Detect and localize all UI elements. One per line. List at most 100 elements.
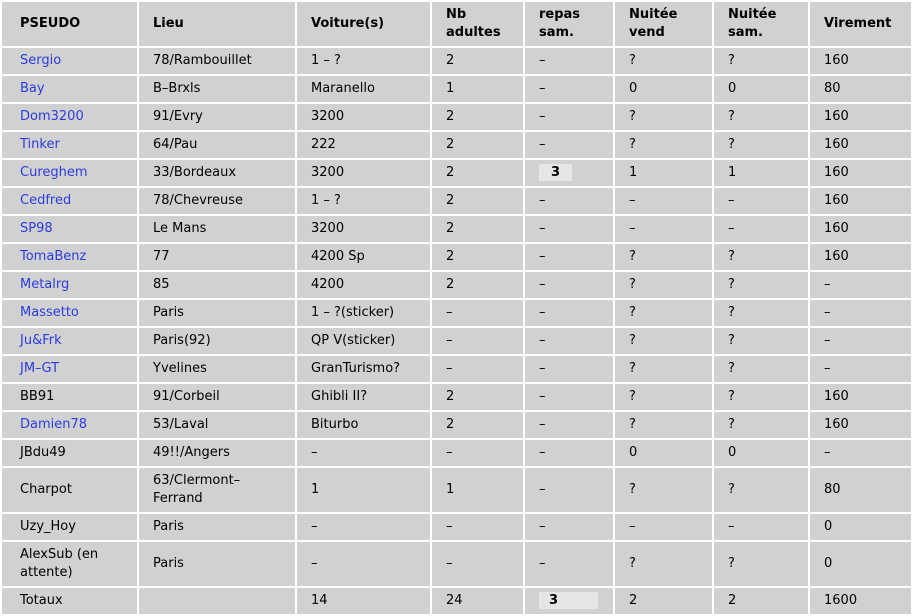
- cell-virement: 160: [810, 160, 911, 186]
- cell-voitures: QP V(sticker): [297, 328, 430, 354]
- cell-pseudo: Sergio: [2, 48, 137, 74]
- cell-pseudo: Ju&Frk: [2, 328, 137, 354]
- cell-nb_adultes: 2: [432, 188, 523, 214]
- cell-nb_adultes: 2: [432, 384, 523, 410]
- cell-lieu: Le Mans: [139, 216, 295, 242]
- cell-nuitee_sam: ?: [714, 104, 808, 130]
- cell-nb_adultes: 2: [432, 272, 523, 298]
- pseudo-link[interactable]: JM–GT: [20, 361, 60, 376]
- cell-nuitee_sam: ?: [714, 300, 808, 326]
- pseudo-link[interactable]: Tinker: [20, 137, 60, 152]
- cell-voitures: 3200: [297, 216, 430, 242]
- pseudo-link[interactable]: TomaBenz: [20, 249, 87, 264]
- pseudo-link[interactable]: SP98: [20, 221, 53, 236]
- cell-lieu: Paris: [139, 542, 295, 586]
- cell-nuitee_vend: ?: [615, 244, 712, 270]
- cell-voitures: GranTurismo?: [297, 356, 430, 382]
- cell-nuitee_vend: ?: [615, 468, 712, 512]
- cell-voitures: 4200: [297, 272, 430, 298]
- cell-repas_sam: –: [525, 542, 613, 586]
- cell-voitures: 1: [297, 468, 430, 512]
- pseudo-link[interactable]: Ju&Frk: [20, 333, 62, 348]
- column-header-repas_sam: repas sam.: [525, 2, 613, 46]
- cell-repas_sam: –: [525, 440, 613, 466]
- cell-lieu: [139, 588, 295, 614]
- cell-virement: 80: [810, 468, 911, 512]
- column-header-virement: Virement: [810, 2, 911, 46]
- pseudo-link[interactable]: Cureghem: [20, 165, 88, 180]
- pseudo-text: AlexSub (en attente): [20, 547, 99, 580]
- cell-nuitee_sam: –: [714, 514, 808, 540]
- cell-nuitee_sam: ?: [714, 328, 808, 354]
- cell-pseudo: Metalrg: [2, 272, 137, 298]
- cell-voitures: 14: [297, 588, 430, 614]
- pseudo-link[interactable]: Damien78: [20, 417, 88, 432]
- table-row: TomaBenz 77 4200 Sp 2–?? 160: [2, 244, 911, 270]
- cell-nuitee_sam: ?: [714, 244, 808, 270]
- cell-nuitee_vend: ?: [615, 356, 712, 382]
- cell-voitures: –: [297, 440, 430, 466]
- table-row: Damien78 53/Laval Biturbo 2–?? 160: [2, 412, 911, 438]
- cell-virement: –: [810, 300, 911, 326]
- pseudo-link[interactable]: Cedfred: [20, 193, 72, 208]
- cell-voitures: 3200: [297, 104, 430, 130]
- cell-nb_adultes: 2: [432, 132, 523, 158]
- cell-repas_sam: –: [525, 272, 613, 298]
- cell-nuitee_sam: ?: [714, 48, 808, 74]
- cell-pseudo: Cedfred: [2, 188, 137, 214]
- highlighted-value: 3: [539, 592, 599, 609]
- pseudo-link[interactable]: Sergio: [20, 53, 62, 68]
- pseudo-text: Charpot: [20, 482, 72, 497]
- cell-nuitee_sam: ?: [714, 468, 808, 512]
- cell-repas_sam: –: [525, 132, 613, 158]
- pseudo-link[interactable]: Dom3200: [20, 109, 84, 124]
- cell-nuitee_vend: –: [615, 514, 712, 540]
- cell-repas_sam: –: [525, 300, 613, 326]
- cell-lieu: 78/Chevreuse: [139, 188, 295, 214]
- cell-pseudo: Damien78: [2, 412, 137, 438]
- cell-repas_sam: –: [525, 468, 613, 512]
- cell-nuitee_sam: 2: [714, 588, 808, 614]
- cell-repas_sam: –: [525, 514, 613, 540]
- cell-nuitee_vend: ?: [615, 104, 712, 130]
- table-row: Ju&Frk Paris(92) QP V(sticker) – –?? –: [2, 328, 911, 354]
- cell-lieu: Paris: [139, 514, 295, 540]
- cell-voitures: 222: [297, 132, 430, 158]
- pseudo-link[interactable]: Massetto: [20, 305, 79, 320]
- cell-virement: 0: [810, 514, 911, 540]
- cell-lieu: 63/Clermont–Ferrand: [139, 468, 295, 512]
- table-row: Totaux 14 24 3 2 2 1600: [2, 588, 911, 614]
- cell-nb_adultes: 1: [432, 76, 523, 102]
- cell-nuitee_vend: ?: [615, 48, 712, 74]
- cell-lieu: Paris(92): [139, 328, 295, 354]
- cell-virement: 80: [810, 76, 911, 102]
- cell-nb_adultes: 2: [432, 216, 523, 242]
- cell-nb_adultes: –: [432, 300, 523, 326]
- cell-pseudo: SP98: [2, 216, 137, 242]
- cell-pseudo: Tinker: [2, 132, 137, 158]
- cell-nb_adultes: 24: [432, 588, 523, 614]
- cell-virement: –: [810, 356, 911, 382]
- cell-nuitee_sam: 0: [714, 76, 808, 102]
- pseudo-link[interactable]: Metalrg: [20, 277, 70, 292]
- cell-nb_adultes: 2: [432, 104, 523, 130]
- cell-nuitee_vend: 2: [615, 588, 712, 614]
- table-row: AlexSub (en attente) Paris – – –?? 0: [2, 542, 911, 586]
- pseudo-text: Totaux: [20, 593, 63, 608]
- pseudo-link[interactable]: Bay: [20, 81, 45, 96]
- cell-virement: 160: [810, 216, 911, 242]
- cell-voitures: –: [297, 514, 430, 540]
- table-header-row: PSEUDO Lieu Voiture(s) Nb adultes repas sam.…: [2, 2, 911, 46]
- cell-virement: –: [810, 328, 911, 354]
- cell-nuitee_vend: ?: [615, 542, 712, 586]
- cell-repas_sam: –: [525, 48, 613, 74]
- cell-virement: 160: [810, 132, 911, 158]
- cell-nuitee_vend: 1: [615, 160, 712, 186]
- cell-nb_adultes: 2: [432, 244, 523, 270]
- cell-virement: 0: [810, 542, 911, 586]
- cell-nuitee_sam: –: [714, 188, 808, 214]
- cell-lieu: B–Brxls: [139, 76, 295, 102]
- cell-nuitee_sam: ?: [714, 132, 808, 158]
- cell-nb_adultes: 2: [432, 160, 523, 186]
- cell-pseudo: Totaux: [2, 588, 137, 614]
